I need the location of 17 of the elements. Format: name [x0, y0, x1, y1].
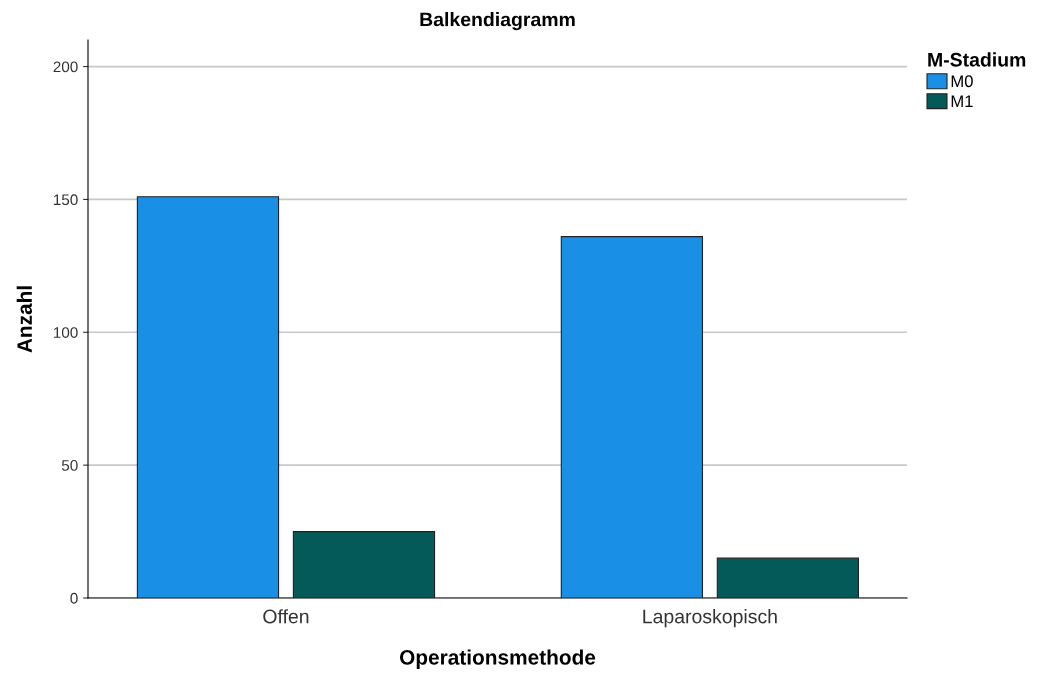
bar [560, 236, 704, 598]
x-axis-title: Operationsmethode [399, 649, 596, 669]
bar [136, 196, 280, 598]
y-tick-label: 0 [70, 592, 78, 604]
bar [292, 531, 436, 598]
x-tick-label: Laparoskopisch [643, 609, 777, 628]
legend-label: M0 [951, 75, 973, 88]
bar [716, 557, 860, 598]
y-axis-title: Anzahl [16, 286, 33, 353]
chart-title: Balkendiagramm [420, 12, 575, 31]
y-tick-label: 200 [53, 61, 78, 73]
x-tick-label: Offen [263, 609, 309, 624]
legend-title: M-Stadium [928, 52, 1026, 67]
y-tick-label: 50 [61, 460, 78, 471]
y-tick-label: 100 [53, 327, 78, 338]
legend-label: M1 [951, 95, 973, 107]
y-tick-label: 150 [53, 194, 78, 206]
